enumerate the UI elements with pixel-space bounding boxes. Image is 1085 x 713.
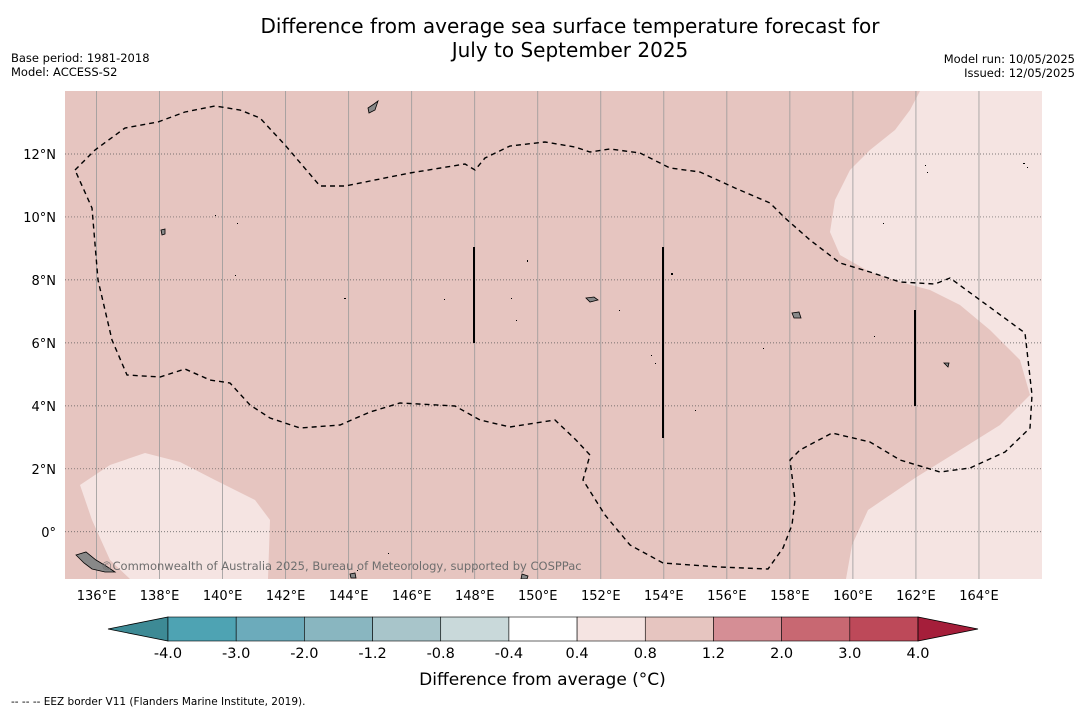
latitude-tick-label: 0° bbox=[41, 526, 56, 541]
island-south bbox=[520, 573, 529, 579]
colorbar-tick-label: 2.0 bbox=[770, 646, 793, 662]
longitude-tick-label: 158°E bbox=[770, 589, 810, 604]
island-yap bbox=[160, 228, 166, 236]
longitude-tick-label: 136°E bbox=[77, 589, 117, 604]
colorbar-title: Difference from average (°C) bbox=[419, 670, 666, 690]
title-line-2: July to September 2025 bbox=[451, 38, 689, 62]
colorbar-tick-label: -0.8 bbox=[427, 646, 455, 662]
longitude-tick-label: 154°E bbox=[644, 589, 684, 604]
island-north bbox=[367, 99, 379, 114]
colorbar-extend-low bbox=[107, 616, 169, 642]
longitude-tick-label: 148°E bbox=[455, 589, 495, 604]
colorbar-swatch bbox=[304, 616, 373, 642]
colorbar-tick-label: -1.2 bbox=[358, 646, 386, 662]
eez-legend-note: -- -- -- EEZ border V11 (Flanders Marine… bbox=[11, 696, 306, 708]
island-palau-southwest bbox=[75, 551, 117, 573]
colorbar-tick-label: 0.4 bbox=[566, 646, 589, 662]
latitude-tick-label: 6°N bbox=[32, 337, 57, 352]
model-run: Model run: 10/05/2025 bbox=[943, 52, 1075, 66]
island-chuuk bbox=[585, 296, 599, 303]
latitude-tick-label: 10°N bbox=[23, 211, 56, 226]
anomaly-band-0.4-0.8-east bbox=[830, 91, 1042, 579]
longitude-tick-label: 140°E bbox=[203, 589, 243, 604]
longitude-tick-label: 142°E bbox=[266, 589, 306, 604]
map-area: ©Commonwealth of Australia 2025, Bureau … bbox=[65, 91, 1042, 579]
colorbar-swatch bbox=[167, 616, 237, 642]
longitude-tick-label: 152°E bbox=[581, 589, 621, 604]
colorbar-swatch bbox=[713, 616, 782, 642]
longitude-tick-label: 144°E bbox=[329, 589, 369, 604]
longitude-tick-label: 156°E bbox=[707, 589, 747, 604]
colorbar-swatch bbox=[849, 616, 919, 642]
colorbar-tick-label: 0.8 bbox=[634, 646, 657, 662]
longitude-tick-label: 138°E bbox=[140, 589, 180, 604]
model-name: Model: ACCESS-S2 bbox=[11, 65, 118, 79]
island-south-small bbox=[349, 572, 357, 579]
eez-border bbox=[74, 105, 1033, 570]
latitude-tick-labels: 12°N 10°N 8°N 6°N 4°N 2°N 0° bbox=[23, 148, 56, 541]
base-period: Base period: 1981-2018 bbox=[11, 51, 150, 65]
colorbar-swatch bbox=[781, 616, 851, 642]
longitude-tick-label: 162°E bbox=[896, 589, 936, 604]
issued-date: Issued: 12/05/2025 bbox=[964, 66, 1075, 80]
meta-left: Base period: 1981-2018 Model: ACCESS-S2 bbox=[11, 51, 150, 79]
meta-right: Model run: 10/05/2025 Issued: 12/05/2025 bbox=[944, 52, 1075, 80]
colorbar-tick-label: 1.2 bbox=[702, 646, 725, 662]
longitude-tick-label: 164°E bbox=[959, 589, 999, 604]
longitude-tick-label: 150°E bbox=[518, 589, 558, 604]
colorbar-tick-label: -2.0 bbox=[290, 646, 318, 662]
latitude-tick-label: 4°N bbox=[32, 400, 57, 415]
colorbar-tick-label: -0.4 bbox=[495, 646, 523, 662]
island-pohnpei bbox=[791, 311, 802, 319]
colorbar-swatch bbox=[644, 616, 714, 642]
colorbar-swatch bbox=[440, 616, 510, 642]
islands bbox=[75, 99, 950, 579]
colorbar-swatch bbox=[235, 616, 305, 642]
colorbar-extend-high bbox=[917, 616, 979, 642]
colorbar-tick-label: 4.0 bbox=[906, 646, 929, 662]
colorbar-swatch bbox=[576, 616, 646, 642]
latitude-tick-label: 2°N bbox=[32, 463, 57, 478]
copyright-credit: ©Commonwealth of Australia 2025, Bureau … bbox=[101, 559, 582, 573]
colorbar-tick-label: -4.0 bbox=[154, 646, 182, 662]
colorbar-swatch bbox=[372, 616, 442, 642]
atoll-dots bbox=[215, 163, 1028, 571]
chart-title: Difference from average sea surface temp… bbox=[0, 14, 1085, 62]
longitude-tick-label: 160°E bbox=[833, 589, 873, 604]
graticule bbox=[65, 91, 1042, 579]
latitude-tick-label: 12°N bbox=[23, 148, 56, 163]
colorbar-tick-label: -3.0 bbox=[222, 646, 250, 662]
colorbar: -4.0 -3.0 -2.0 -1.2 -0.8 -0.4 0.4 0.8 1.2 2.0 3.0 4… bbox=[107, 616, 979, 662]
title-line-1: Difference from average sea surface temp… bbox=[260, 14, 880, 38]
longitude-tick-label: 146°E bbox=[392, 589, 432, 604]
latitude-tick-label: 8°N bbox=[32, 274, 57, 289]
colorbar-swatch bbox=[508, 616, 578, 642]
island-kosrae bbox=[943, 362, 950, 368]
longitude-tick-labels: 136°E 138°E 140°E 142°E 144°E 146°E 148°E 150°E… bbox=[77, 589, 999, 604]
colorbar-tick-label: 3.0 bbox=[838, 646, 861, 662]
